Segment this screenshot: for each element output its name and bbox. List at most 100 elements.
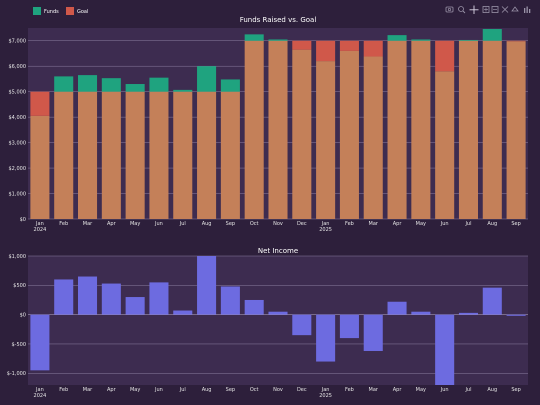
bar-overlap-apr[interactable] — [387, 40, 407, 219]
bar-funds-excess-feb[interactable] — [54, 76, 74, 92]
modebar[interactable] — [445, 5, 531, 15]
funds-bars[interactable] — [30, 29, 526, 220]
bar-net-income-apr[interactable] — [101, 283, 121, 315]
x-tick-label: Oct — [250, 387, 259, 393]
bar-goal-shortfall-jan-2025[interactable] — [316, 40, 336, 62]
bar-funds-excess-apr[interactable] — [387, 35, 407, 41]
bar-funds-excess-may[interactable] — [125, 84, 145, 92]
bar-net-income-may[interactable] — [125, 297, 145, 315]
bar-overlap-mar[interactable] — [363, 56, 383, 219]
bar-net-income-jun[interactable] — [435, 314, 455, 385]
zoom-icon[interactable] — [458, 6, 466, 14]
reset-axes-icon[interactable] — [511, 6, 519, 12]
bar-net-income-mar[interactable] — [363, 314, 383, 351]
bar-net-income-aug[interactable] — [197, 256, 217, 315]
bar-overlap-jul[interactable] — [173, 91, 193, 219]
bar-goal-shortfall-jan-2024[interactable] — [30, 91, 50, 116]
bar-funds-excess-apr[interactable] — [101, 78, 121, 92]
bar-funds-excess-aug[interactable] — [197, 66, 217, 92]
bar-funds-excess-jul[interactable] — [458, 39, 478, 41]
bar-overlap-jun[interactable] — [435, 71, 455, 219]
bar-net-income-feb[interactable] — [54, 279, 74, 315]
net-income-y-axis: $-1,000 $-500 $0 $500 $1,000 — [7, 254, 26, 377]
x-tick-label: Jul — [464, 221, 471, 227]
x-tick-label: Oct — [250, 221, 259, 227]
bar-overlap-may[interactable] — [411, 40, 431, 219]
bar-funds-excess-mar[interactable] — [78, 75, 98, 92]
bar-overlap-aug[interactable] — [482, 40, 502, 219]
bar-goal-shortfall-sep[interactable] — [506, 40, 526, 42]
bar-goal-shortfall-mar[interactable] — [363, 40, 383, 57]
x-tick-label: May — [416, 221, 426, 227]
bar-overlap-apr[interactable] — [101, 91, 121, 219]
x-tick-label: Apr — [393, 387, 403, 393]
bar-net-income-jul[interactable] — [173, 310, 193, 315]
bar-net-income-jul[interactable] — [458, 312, 478, 315]
bar-net-income-sep[interactable] — [506, 314, 526, 316]
bar-overlap-mar[interactable] — [78, 91, 98, 219]
bar-net-income-feb[interactable] — [339, 314, 359, 339]
bar-overlap-feb[interactable] — [54, 91, 74, 219]
legend-swatch-goal[interactable] — [66, 7, 74, 15]
bar-overlap-sep[interactable] — [220, 91, 240, 219]
bar-net-income-jun[interactable] — [149, 282, 169, 315]
camera-icon[interactable] — [445, 6, 454, 13]
bar-overlap-jan-2024[interactable] — [30, 115, 50, 219]
zoom-in-icon[interactable] — [482, 6, 490, 13]
bar-net-income-aug[interactable] — [482, 287, 502, 315]
bar-net-income-may[interactable] — [411, 311, 431, 315]
x-tick-label: May — [130, 221, 140, 227]
bar-funds-excess-oct[interactable] — [244, 34, 264, 41]
bar-net-income-oct[interactable] — [244, 299, 264, 315]
y-tick-label: $4,000 — [9, 115, 27, 121]
bar-overlap-jun[interactable] — [149, 91, 169, 219]
bar-net-income-nov[interactable] — [268, 311, 288, 315]
x-tick-label: Feb — [59, 387, 68, 393]
x-tick-label: Feb — [345, 221, 354, 227]
bar-overlap-dec[interactable] — [292, 49, 312, 219]
y-tick-label: $500 — [13, 283, 26, 289]
x-tick-label: May — [416, 387, 426, 393]
bar-funds-excess-may[interactable] — [411, 39, 431, 41]
bar-funds-excess-nov[interactable] — [268, 39, 288, 41]
x-tick-label: Mar — [369, 387, 379, 393]
bar-overlap-sep[interactable] — [506, 41, 526, 219]
x-tick-label: Jun — [154, 387, 163, 393]
legend-label-funds[interactable]: Funds — [44, 9, 59, 15]
bar-funds-excess-sep[interactable] — [220, 79, 240, 92]
x-tick-label: Mar — [83, 221, 93, 227]
bar-net-income-apr[interactable] — [387, 301, 407, 315]
legend[interactable]: Funds Goal — [33, 7, 88, 15]
bar-overlap-nov[interactable] — [268, 40, 288, 219]
net-income-bars[interactable] — [30, 256, 526, 385]
bar-net-income-dec[interactable] — [292, 314, 312, 336]
bar-overlap-oct[interactable] — [244, 40, 264, 219]
zoom-out-icon[interactable] — [491, 6, 499, 13]
legend-label-goal[interactable]: Goal — [77, 9, 88, 15]
pan-icon[interactable] — [469, 5, 479, 15]
y-tick-label: $5,000 — [9, 89, 27, 95]
y-tick-label: $6,000 — [9, 64, 27, 70]
bar-net-income-mar[interactable] — [78, 276, 98, 315]
bar-overlap-jan-2025[interactable] — [316, 61, 336, 220]
bar-net-income-jan-2024[interactable] — [30, 314, 50, 371]
bar-goal-shortfall-dec[interactable] — [292, 40, 312, 50]
bar-funds-excess-jun[interactable] — [149, 77, 169, 92]
bar-funds-excess-aug[interactable] — [482, 29, 502, 41]
bar-net-income-sep[interactable] — [220, 286, 240, 315]
bar-net-income-jan-2025[interactable] — [316, 314, 336, 362]
legend-swatch-funds[interactable] — [33, 7, 41, 15]
bar-overlap-jul[interactable] — [458, 40, 478, 219]
autoscale-icon[interactable] — [501, 6, 509, 13]
bar-overlap-may[interactable] — [125, 91, 145, 219]
x-tick-label: Feb — [59, 221, 68, 227]
bar-goal-shortfall-jun[interactable] — [435, 40, 455, 72]
bar-overlap-feb[interactable] — [339, 50, 359, 219]
bar-goal-shortfall-feb[interactable] — [339, 40, 359, 51]
bar-overlap-aug[interactable] — [197, 91, 217, 219]
x-tick-year-label: 2025 — [319, 227, 332, 233]
bar-funds-excess-jul[interactable] — [173, 89, 193, 92]
plotly-logo-icon[interactable] — [524, 6, 531, 14]
x-tick-label: Nov — [273, 221, 283, 227]
